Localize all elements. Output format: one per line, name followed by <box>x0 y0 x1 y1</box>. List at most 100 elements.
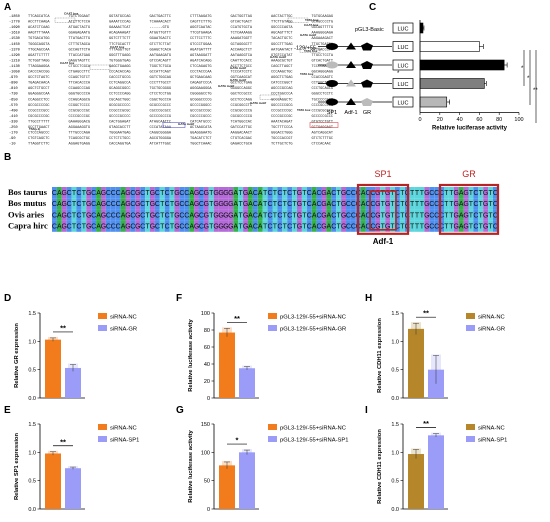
base-letter: G <box>341 224 346 231</box>
base-cell <box>159 220 165 232</box>
base-letter: C <box>473 190 478 197</box>
base-letter: G <box>463 190 468 197</box>
base-letter: C <box>165 212 170 219</box>
seq-block: GCCTTGAACT <box>28 126 50 130</box>
base-letter: C <box>366 201 371 208</box>
seq-block: AGATGATTTT <box>190 48 212 52</box>
base-letter: C <box>76 190 81 197</box>
base-letter: T <box>160 212 165 219</box>
seq-block: TGCTTTCCCA <box>271 126 293 130</box>
base-letter: C <box>165 224 170 231</box>
base-letter: T <box>283 201 288 208</box>
motif-label: TATA box <box>300 72 314 76</box>
base-cell <box>409 187 415 199</box>
base-letter: G <box>424 224 429 231</box>
base-letter: C <box>351 190 356 197</box>
base-cell <box>483 187 489 199</box>
base-cell <box>375 187 381 199</box>
base-letter: C <box>179 201 184 208</box>
base-letter: T <box>239 190 244 197</box>
seq-block: CCAGCAGGCG <box>69 98 91 102</box>
bar <box>428 435 444 509</box>
motif-label: TATA box <box>304 49 318 53</box>
seq-block: GGTATGCCAG <box>109 15 131 19</box>
base-letter: A <box>233 201 238 208</box>
base-cell <box>326 187 332 199</box>
base-letter: A <box>361 201 366 208</box>
base-letter: G <box>135 190 140 197</box>
base-letter: A <box>96 212 101 219</box>
seq-block: CCGCGGCCTC <box>231 104 253 108</box>
seq-block: GCCCCGCCCG <box>150 115 172 119</box>
base-cell <box>105 187 111 199</box>
base-letter: T <box>263 190 268 197</box>
base-cell <box>370 187 376 199</box>
base-letter: C <box>91 201 96 208</box>
base-letter: T <box>449 212 454 219</box>
base-cell <box>365 198 371 210</box>
base-cell <box>81 187 87 199</box>
seq-position: -810 <box>9 87 18 91</box>
seq-block: CGGCTGCCCA <box>150 98 172 102</box>
seq-position: -1450 <box>9 43 20 47</box>
base-cell <box>164 187 170 199</box>
base-letter: T <box>444 190 449 197</box>
seq-block: CGGGGGCCTG <box>190 93 212 97</box>
base-letter: G <box>101 201 106 208</box>
base-letter: G <box>174 212 179 219</box>
seq-block: TTACCATGAG <box>69 54 91 58</box>
base-cell <box>375 198 381 210</box>
base-letter: C <box>199 212 204 219</box>
base-cell <box>66 220 72 232</box>
seq-block: CATCATGCCC <box>190 120 212 124</box>
base-letter: G <box>454 212 459 219</box>
base-cell <box>444 209 449 221</box>
base-cell <box>194 209 199 221</box>
legend-swatch <box>268 424 277 430</box>
base-cell <box>399 220 405 232</box>
y-axis-title: Relative CDH11 expression <box>377 429 383 504</box>
seq-block: TCCCATCCTC <box>231 71 253 75</box>
base-letter: A <box>327 224 332 231</box>
base-cell <box>159 209 165 221</box>
base-cell <box>346 187 351 199</box>
base-letter: C <box>331 212 336 219</box>
base-letter: G <box>228 224 233 231</box>
gr-element <box>361 79 373 88</box>
base-letter: C <box>331 224 336 231</box>
y-tick-label: 80 <box>204 328 210 334</box>
seq-block: ACCTTCTGCC <box>231 65 253 69</box>
base-cell <box>154 209 160 221</box>
seq-block: GCCCCCGCCC <box>312 115 334 119</box>
base-cell <box>194 198 199 210</box>
base-cell <box>238 220 244 232</box>
base-cell <box>429 198 435 210</box>
base-cell <box>478 220 484 232</box>
legend-swatch <box>466 424 475 430</box>
base-letter: G <box>174 201 179 208</box>
y-axis-title: Relative GR expression <box>14 323 20 388</box>
base-letter: T <box>469 201 474 208</box>
base-cell <box>414 209 420 221</box>
base-cell <box>306 220 312 232</box>
base-letter: C <box>434 212 439 219</box>
legend-label: pGL3-129/-55+siRNA-GR <box>280 327 346 333</box>
base-cell <box>458 209 464 221</box>
base-letter: G <box>228 212 233 219</box>
base-cell <box>414 187 420 199</box>
base-cell <box>61 187 67 199</box>
base-letter: C <box>165 201 170 208</box>
base-letter: A <box>121 201 126 208</box>
seq-block: GGAGCTCACA <box>150 48 172 52</box>
seq-position: -1770 <box>9 21 20 25</box>
base-letter: T <box>390 212 395 219</box>
base-letter: T <box>469 190 474 197</box>
seq-block: TCTGGTTAGG <box>28 59 50 63</box>
seq-block: TTCACACCCA <box>69 82 91 86</box>
luc-box <box>392 41 414 52</box>
base-letter: C <box>351 201 356 208</box>
base-letter: C <box>346 190 351 197</box>
base-letter: A <box>312 212 317 219</box>
base-letter: G <box>321 201 326 208</box>
base-cell <box>346 198 351 210</box>
